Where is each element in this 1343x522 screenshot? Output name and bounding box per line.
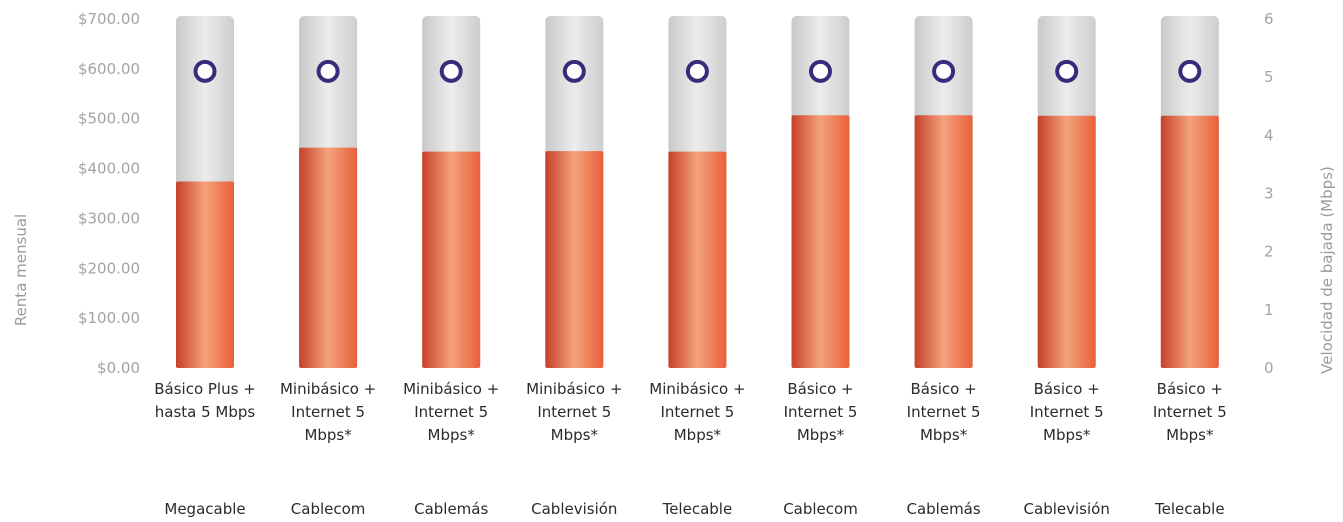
- category-plan-label: Minibásico +: [280, 380, 376, 398]
- bar: [668, 151, 727, 368]
- bar: [545, 151, 604, 368]
- category-plan-label: Mbps*: [1166, 426, 1214, 444]
- left-axis-ticks: $0.00 $100.00 $200.00 $300.00 $400.00 $500.00…: [78, 10, 140, 377]
- bar: [1160, 115, 1219, 368]
- line-series: [193, 59, 1202, 83]
- y-tick-label: $400.00: [78, 160, 140, 178]
- line-point: [316, 59, 340, 83]
- category-provider-label: Cablevisión: [1024, 500, 1110, 518]
- category-plan-label: Internet 5: [907, 403, 981, 421]
- category-provider-label: Cablevisión: [531, 500, 617, 518]
- line-point: [809, 59, 832, 83]
- category-plan-label: Internet 5: [291, 403, 365, 421]
- category-plan-label: Básico +: [787, 380, 853, 398]
- category-plan-label: Minibásico +: [526, 380, 622, 398]
- category-plan-label: Internet 5: [1153, 403, 1227, 421]
- y2-axis-title: Velocidad de bajada (Mbps): [1318, 166, 1336, 374]
- y2-tick-label: 0: [1264, 359, 1274, 377]
- bar: [176, 181, 234, 368]
- category-plan-label: Mbps*: [920, 426, 968, 444]
- category-provider-label: Cablemás: [414, 500, 488, 518]
- y-tick-label: $700.00: [78, 10, 140, 28]
- category-plan-label: Internet 5: [537, 403, 611, 421]
- line-point: [439, 59, 463, 83]
- category-labels: Básico Plus + hasta 5 Mbps Megacable Minibá…: [154, 380, 1227, 518]
- category-plan-label: Internet 5: [414, 403, 488, 421]
- y-tick-label: $500.00: [78, 110, 140, 128]
- y-tick-label: $100.00: [78, 309, 140, 327]
- line-point: [685, 59, 709, 83]
- category-plan-label: Mbps*: [304, 426, 352, 444]
- y-tick-label: $600.00: [78, 60, 140, 78]
- category-plan-label: Mbps*: [1043, 426, 1091, 444]
- category-provider-label: Telecable: [662, 500, 733, 518]
- category-plan-label: Mbps*: [674, 426, 722, 444]
- bar: [299, 147, 358, 368]
- category-provider-label: Telecable: [1154, 500, 1225, 518]
- category-plan-label: Mbps*: [428, 426, 476, 444]
- right-axis-ticks: 0 1 2 3 4 5 6: [1264, 10, 1274, 377]
- category-plan-label: Básico +: [910, 380, 976, 398]
- y2-tick-label: 4: [1264, 126, 1274, 144]
- line-point: [1178, 59, 1202, 83]
- category-plan-label: Mbps*: [797, 426, 845, 444]
- bar: [914, 115, 973, 368]
- category-plan-label: Internet 5: [660, 403, 734, 421]
- line-point: [193, 59, 217, 83]
- category-provider-label: Cablemás: [906, 500, 980, 518]
- bar: [422, 151, 481, 368]
- category-plan-label: Básico +: [1157, 380, 1223, 398]
- category-plan-label: Internet 5: [1030, 403, 1104, 421]
- category-plan-label: Mbps*: [551, 426, 599, 444]
- y2-tick-label: 3: [1264, 185, 1274, 203]
- category-plan-label: Básico +: [1034, 380, 1100, 398]
- y2-tick-label: 5: [1264, 68, 1274, 86]
- category-plan-label: hasta 5 Mbps: [155, 403, 256, 421]
- y2-tick-label: 1: [1264, 301, 1274, 319]
- y-axis-title: Renta mensual: [12, 214, 30, 326]
- bar-series: [176, 115, 1219, 368]
- y-tick-label: $0.00: [97, 359, 140, 377]
- y-tick-label: $200.00: [78, 259, 140, 277]
- category-provider-label: Cablecom: [783, 500, 858, 518]
- bar: [791, 115, 850, 368]
- bar: [1037, 115, 1096, 368]
- y2-tick-label: 2: [1264, 243, 1274, 261]
- category-provider-label: Megacable: [164, 500, 245, 518]
- line-point: [932, 59, 956, 83]
- category-plan-label: Minibásico +: [649, 380, 745, 398]
- line-point: [1055, 59, 1079, 83]
- category-plan-label: Internet 5: [784, 403, 858, 421]
- y-tick-label: $300.00: [78, 209, 140, 227]
- y2-tick-label: 6: [1264, 10, 1274, 28]
- category-plan-label: Básico Plus +: [154, 380, 256, 398]
- category-plan-label: Minibásico +: [403, 380, 499, 398]
- category-provider-label: Cablecom: [291, 500, 366, 518]
- line-point: [562, 59, 586, 83]
